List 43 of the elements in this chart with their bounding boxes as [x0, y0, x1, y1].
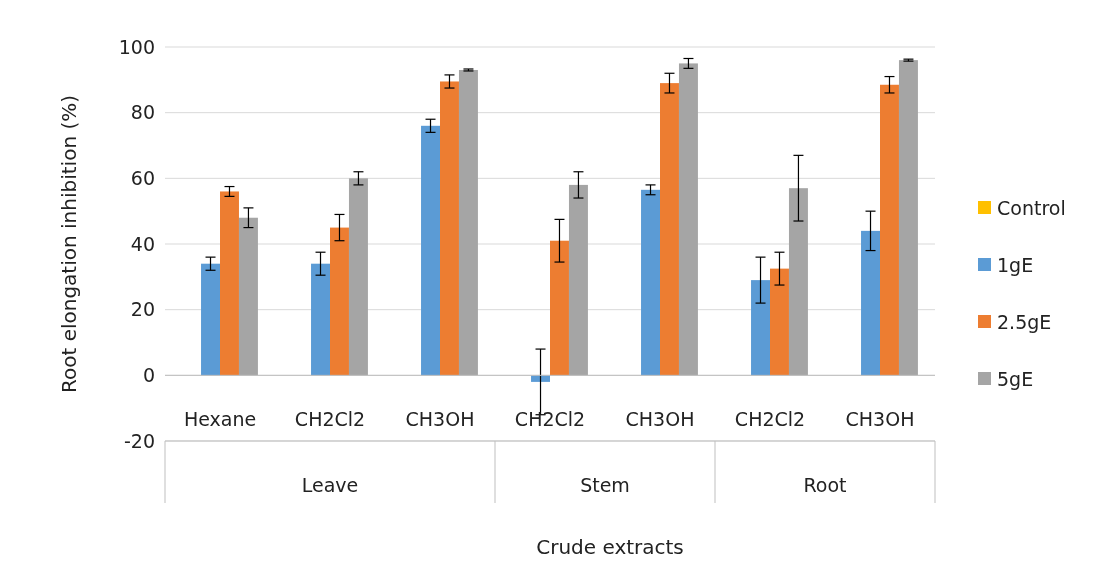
x-tick-label: CH2Cl2 — [514, 407, 586, 430]
y-tick-label: 0 — [142, 363, 155, 386]
y-axis-title: Root elongation inhibition (%) — [57, 94, 81, 394]
bar — [568, 184, 588, 376]
bar — [311, 263, 330, 376]
x-axis-title: Crude extracts — [536, 535, 684, 559]
bar — [421, 125, 440, 376]
y-tick-label: 40 — [130, 232, 155, 255]
bar — [641, 189, 660, 376]
bar — [201, 263, 220, 376]
bar — [751, 280, 770, 376]
bar — [220, 191, 239, 376]
bar — [660, 83, 679, 376]
bar — [770, 268, 789, 376]
y-tick-label: 80 — [130, 101, 155, 124]
bar — [238, 217, 258, 376]
bar — [330, 227, 349, 376]
text: Leave — [301, 474, 359, 496]
y-tick-label: 20 — [130, 298, 155, 321]
x-tick-label: Hexane — [183, 407, 257, 430]
bar — [440, 81, 459, 376]
legend-label: Control — [997, 197, 1066, 219]
legend-label: 2.5gE — [997, 311, 1052, 333]
bar — [898, 60, 918, 376]
bar — [550, 240, 569, 376]
bar — [348, 178, 368, 376]
bar — [458, 69, 478, 376]
x-tick-label: CH3OH — [845, 407, 915, 430]
x-tick-label: CH2Cl2 — [294, 407, 366, 430]
y-tick-label: -20 — [123, 429, 155, 452]
x-tick-label: CH3OH — [625, 407, 695, 430]
bar — [788, 188, 808, 376]
bar — [880, 84, 899, 376]
x-tick-label: CH3OH — [405, 407, 475, 430]
text: Root — [803, 474, 847, 496]
y-tick-label: 60 — [130, 166, 155, 189]
x-tick-label: CH2Cl2 — [734, 407, 806, 430]
bar — [861, 230, 880, 376]
legend-label: 1gE — [997, 254, 1034, 276]
bar — [678, 63, 698, 376]
text: Stem — [580, 474, 630, 496]
legend-label: 5gE — [997, 368, 1034, 390]
y-tick-label: 100 — [118, 35, 155, 58]
